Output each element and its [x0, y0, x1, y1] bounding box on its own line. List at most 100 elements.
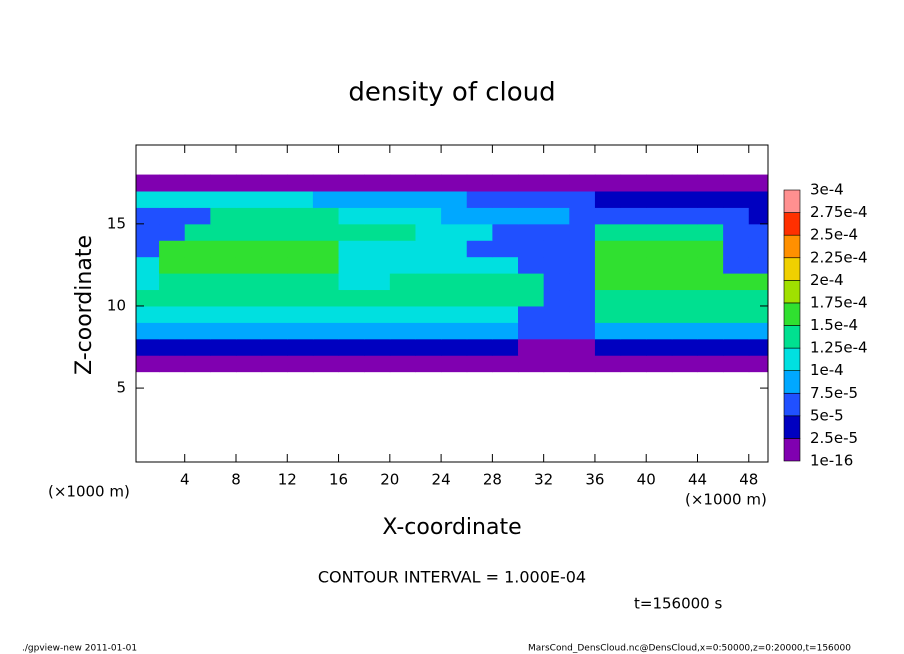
heat-cell [159, 338, 186, 356]
heat-cell [364, 355, 391, 373]
heat-cell [594, 273, 622, 291]
heat-cell [210, 207, 237, 225]
heat-cell [235, 190, 263, 208]
heat-cell [415, 338, 442, 356]
heat-cell [287, 338, 314, 356]
heat-cell [184, 174, 211, 192]
heat-cell [415, 174, 442, 192]
heat-cell [543, 207, 570, 225]
colorbar-box [783, 302, 801, 326]
heat-cell [723, 289, 750, 307]
heat-cell [287, 174, 314, 192]
heat-cell [210, 322, 237, 340]
colorbar-box [783, 438, 801, 462]
heat-cell [159, 207, 186, 225]
heat-cell [646, 273, 673, 291]
heat-cell [312, 190, 340, 208]
heat-cell [594, 223, 622, 241]
colorbar-label: 1e-16 [810, 452, 853, 470]
heat-cell [748, 240, 768, 258]
colorbar-box [783, 257, 801, 281]
heat-cell [184, 305, 211, 323]
heat-cell [338, 305, 365, 323]
heat-cell [415, 355, 442, 373]
heat-cell [136, 355, 160, 373]
heat-cell [569, 240, 596, 258]
heat-cell [748, 174, 768, 192]
heat-cell [441, 256, 468, 274]
heat-cell [389, 338, 416, 356]
heat-cell [748, 305, 768, 323]
heat-cell [136, 322, 160, 340]
heat-cell [646, 223, 673, 241]
heat-cell [441, 190, 468, 208]
heat-cell [312, 305, 340, 323]
heat-cell [620, 289, 647, 307]
heat-cell [620, 305, 647, 323]
heat-cell [594, 305, 622, 323]
heat-cell [159, 305, 186, 323]
heat-cell [723, 273, 750, 291]
footer-right: MarsCond_DensCloud.nc@DensCloud,x=0:5000… [528, 644, 851, 654]
heat-cell [723, 305, 750, 323]
colorbar-box [783, 392, 801, 417]
heat-cell [287, 355, 314, 373]
heat-cell [159, 322, 186, 340]
heat-cell [697, 190, 724, 208]
heat-cell [518, 223, 545, 241]
heat-cell [415, 207, 442, 225]
contour-note: CONTOUR INTERVAL = 1.000E-04 [318, 568, 586, 587]
colorbar-label: 2.5e-4 [810, 226, 858, 244]
heat-cell [287, 223, 314, 241]
heat-cell [646, 289, 673, 307]
colorbar-label: 1.25e-4 [810, 339, 868, 357]
colorbar-label: 2.25e-4 [810, 248, 868, 266]
heat-cell [466, 240, 493, 258]
heat-cell [492, 174, 519, 192]
heat-cell [338, 273, 365, 291]
heat-cell [594, 322, 622, 340]
colorbar-label: 7.5e-5 [810, 384, 858, 402]
heat-cell [184, 190, 211, 208]
heat-cell [697, 322, 724, 340]
heat-cell [159, 240, 186, 258]
heat-cell [466, 355, 493, 373]
heat-cell [671, 240, 698, 258]
heat-cell [492, 240, 519, 258]
heat-cell [466, 223, 493, 241]
heat-cell [389, 190, 416, 208]
heat-cell [338, 289, 365, 307]
heat-cell [261, 174, 288, 192]
y-tick-label: 10 [107, 296, 126, 314]
heat-cell [364, 322, 391, 340]
heat-cell [697, 174, 724, 192]
heat-cell [543, 223, 570, 241]
heat-cell [261, 355, 288, 373]
heat-cell [594, 256, 622, 274]
heat-cell [312, 355, 340, 373]
heat-cell [620, 207, 647, 225]
heat-cell [569, 355, 596, 373]
x-unit: (×1000 m) [685, 491, 767, 509]
y-axis-label: Z-coordinate [72, 235, 97, 375]
heat-cell [287, 322, 314, 340]
heat-cell [543, 305, 570, 323]
heat-cell [210, 190, 237, 208]
x-tick-label: 28 [483, 471, 502, 489]
heat-cell [748, 190, 768, 208]
heat-cell [364, 338, 391, 356]
heat-cell [543, 174, 570, 192]
heat-cell [518, 338, 545, 356]
heat-cell [415, 190, 442, 208]
heat-cell [671, 322, 698, 340]
heat-cell [620, 338, 647, 356]
x-tick-label: 48 [739, 471, 758, 489]
heat-cell [723, 190, 750, 208]
x-tick-label: 32 [534, 471, 553, 489]
heat-cell [389, 289, 416, 307]
heat-cell [210, 256, 237, 274]
heat-cell [136, 273, 160, 291]
colorbar-label: 2e-4 [810, 271, 844, 289]
heat-cell [287, 273, 314, 291]
heat-cell [492, 223, 519, 241]
